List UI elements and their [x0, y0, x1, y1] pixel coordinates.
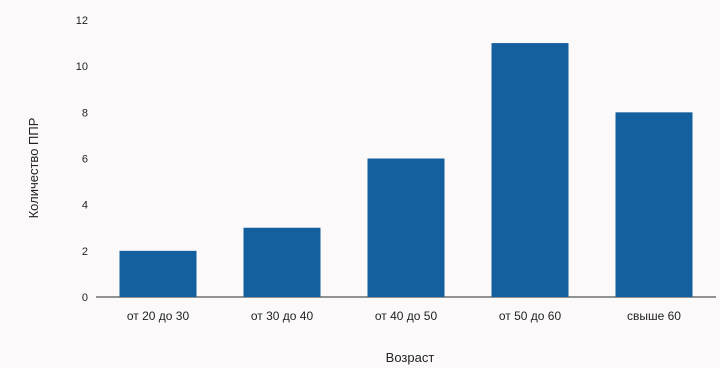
y-tick-label: 10: [76, 61, 88, 73]
y-axis-title: Количество ППР: [26, 118, 41, 219]
x-category-label: свыше 60: [627, 309, 681, 323]
bar: [119, 250, 197, 297]
x-category-label: от 30 до 40: [251, 309, 314, 323]
x-category-labels: от 20 до 30 от 30 до 40 от 40 до 50 от 50 д…: [127, 309, 681, 323]
y-tick-label: 12: [76, 15, 88, 27]
bar: [367, 158, 445, 297]
y-tick-label: 2: [82, 246, 88, 258]
x-category-label: от 40 до 50: [375, 309, 438, 323]
x-category-label: от 50 до 60: [499, 309, 562, 323]
bar: [615, 112, 693, 297]
x-category-label: от 20 до 30: [127, 309, 190, 323]
y-tick-label: 4: [82, 200, 88, 212]
y-tick-label: 6: [82, 154, 88, 166]
y-tick-label: 0: [82, 292, 88, 304]
bar: [243, 227, 321, 297]
bars: [119, 43, 693, 298]
x-axis-title: Возраст: [386, 350, 435, 365]
y-tick-labels: 0 2 4 6 8 10 12: [76, 15, 88, 304]
y-tick-label: 8: [82, 107, 88, 119]
bar: [491, 43, 569, 298]
